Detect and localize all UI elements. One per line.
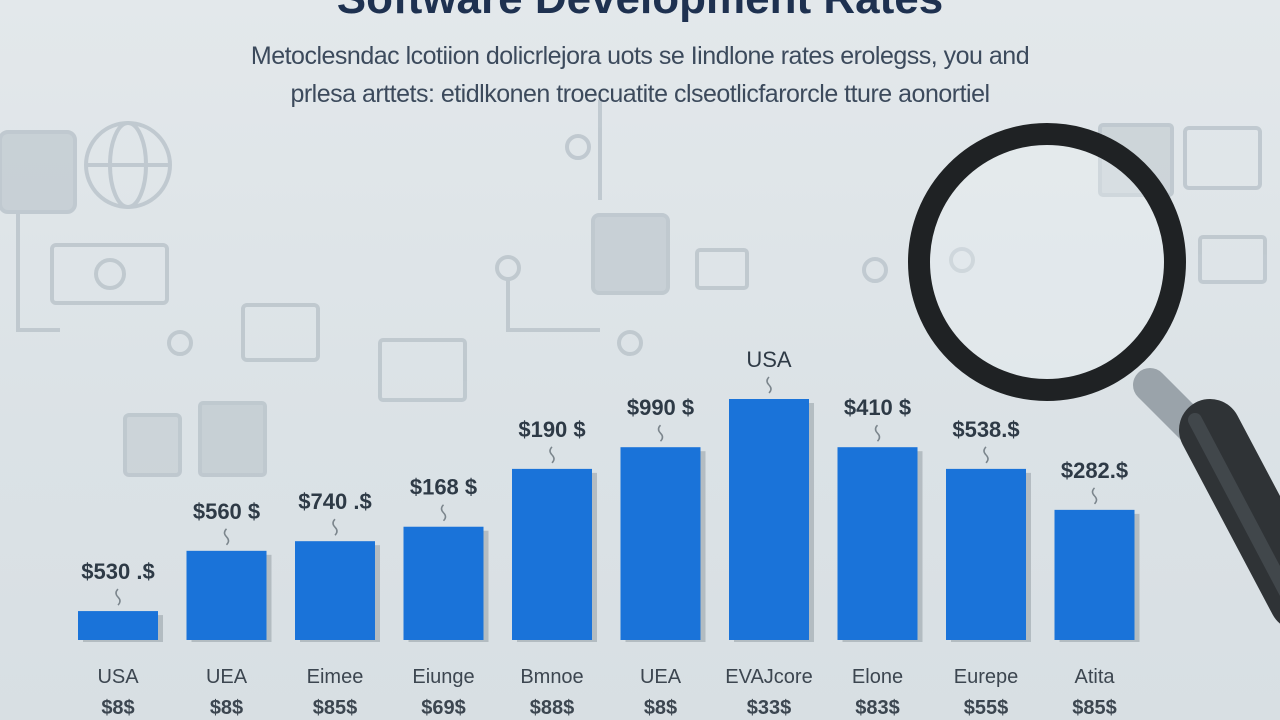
category-label: UEA [640,666,682,688]
category-label: Bmnoe [520,666,583,688]
label-connector [657,424,664,442]
bar[interactable] [512,468,592,640]
category-sublabel: $69$ [421,697,466,719]
category-label: Atita [1074,666,1115,688]
subtitle-line-2: prlesa arttets: etidlkonen troecuatite c… [290,80,990,108]
label-connector [983,446,989,464]
data-label: $538.$ [952,417,1019,442]
data-label: $282.$ [1061,458,1128,483]
data-label: $560 $ [193,499,260,524]
category-sublabel: $55$ [964,697,1009,719]
category-label: Eiunge [412,666,474,688]
monitor-icon [241,303,320,362]
category-sublabel: $8$ [101,697,134,719]
bar[interactable] [620,447,701,640]
category-sublabel: $88$ [530,697,575,719]
label-connector [332,518,338,536]
label-connector [874,424,881,442]
bar[interactable] [186,550,267,640]
document-icon [378,338,467,402]
category-label: USA [97,666,139,688]
page-title: Software Development Rates [0,0,1280,24]
data-label: USA [746,347,792,372]
bar[interactable] [403,526,484,640]
category-label: Eimee [307,666,364,688]
bar[interactable] [78,611,158,640]
category-sublabel: $8$ [644,697,677,719]
category-sublabel: $85$ [313,697,358,719]
wallet-icon [0,130,77,214]
category-label: EVAJcore [725,666,812,688]
data-label: $990 $ [627,395,694,420]
category-label: Eurepe [954,666,1019,688]
category-label: UEA [206,666,248,688]
label-connector [1091,487,1098,505]
bar[interactable] [1054,509,1135,640]
category-sublabel: $8$ [210,697,243,719]
banknote-icon [50,243,169,305]
label-connector [549,446,555,464]
label-connector [115,588,121,606]
subtitle-line-1: Metoclesndac lcotiion dolicrlejora uots … [250,42,1030,70]
label-connector [223,528,230,546]
data-label: $740 .$ [298,489,371,514]
briefcase-icon [123,413,182,477]
bar[interactable] [295,541,375,640]
label-connector [440,504,447,522]
bar[interactable] [837,447,918,640]
label-connector [766,376,772,394]
calendar-icon [591,213,670,295]
document-icon [198,401,267,477]
category-sublabel: $85$ [1072,697,1117,719]
category-label: Elone [852,666,903,688]
bar[interactable] [729,399,809,640]
data-label: $410 $ [844,395,911,420]
data-label: $190 $ [518,417,585,442]
category-sublabel: $33$ [747,697,792,719]
category-sublabel: $83$ [855,697,900,719]
data-label: $168 $ [410,475,477,500]
bar[interactable] [946,468,1026,640]
data-label: $530 .$ [81,559,154,584]
